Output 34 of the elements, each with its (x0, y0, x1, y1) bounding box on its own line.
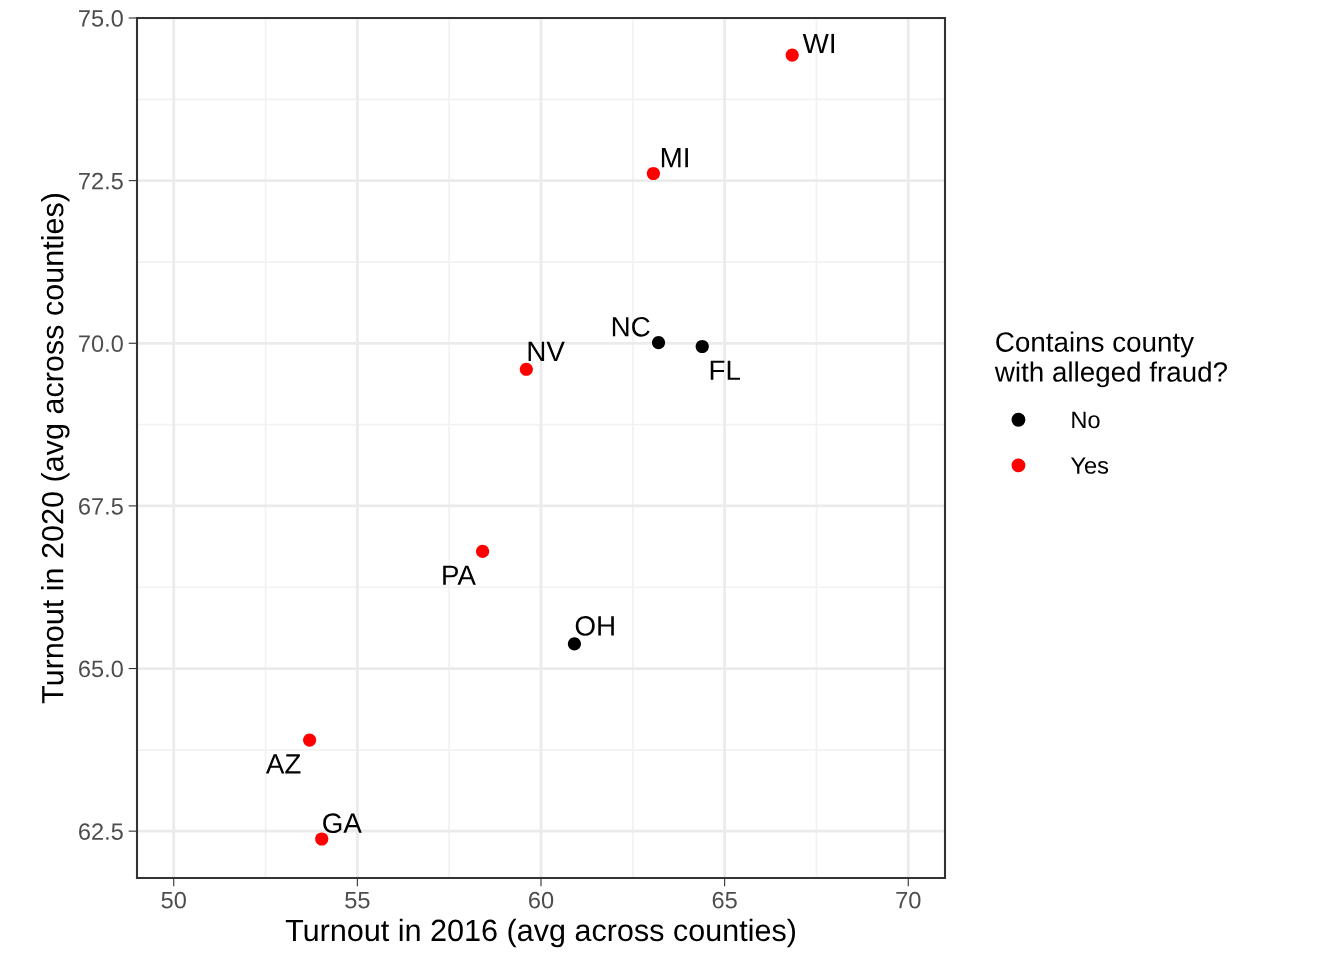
y-tick-label: 65.0 (79, 660, 123, 678)
x-tick-label: 65 (712, 891, 737, 909)
legend-label: Yes (1070, 457, 1109, 474)
point (651, 336, 666, 350)
annotation: WI (802, 33, 835, 53)
annotation: NC (612, 316, 650, 337)
x-tick-label: 55 (345, 892, 370, 909)
y-tick-label: 67.5 (79, 497, 123, 515)
point (785, 48, 799, 62)
point (315, 832, 329, 846)
point (519, 362, 533, 376)
y-tick-label: 75.0 (79, 10, 123, 27)
annotation: GA (323, 813, 362, 833)
point (695, 339, 709, 354)
y-axis-title: Turnout in 2020 (avg across counties) (41, 193, 70, 704)
point (646, 166, 660, 181)
legend-label: No (1072, 411, 1100, 429)
annotation: PA (443, 565, 476, 585)
annotation: FL (710, 360, 740, 380)
point (303, 733, 317, 747)
point (476, 544, 490, 559)
x-axis-title: Turnout in 2016 (avg across counties) (285, 918, 796, 948)
annotation: OH (575, 616, 614, 636)
x-tick-label: 50 (161, 891, 186, 909)
x-tick-label: 70 (896, 891, 921, 909)
y-tick-label: 62.5 (79, 823, 123, 840)
annotation: MI (661, 148, 688, 168)
y-tick-label: 72.5 (79, 172, 123, 190)
y-tick-label: 70.0 (79, 335, 123, 353)
x-tick-label: 60 (529, 891, 554, 909)
legend-title: Contains county with alleged fraud? (994, 331, 1227, 388)
point (567, 637, 582, 651)
annotation: AZ (265, 754, 301, 774)
annotation: NV (528, 341, 565, 361)
